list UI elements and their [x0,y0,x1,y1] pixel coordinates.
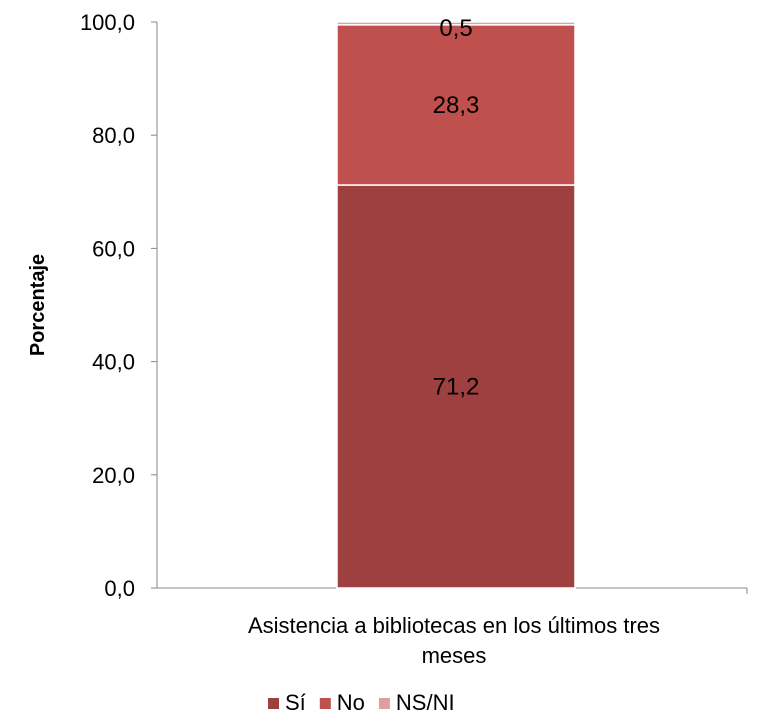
data-label: 0,5 [439,15,472,42]
bar-segment-0 [336,184,576,589]
y-tick-label: 40,0 [92,350,135,375]
axis-layer: 0,0 20,0 40,0 60,0 80,0 100,0 Porcentaje Asiste… [27,10,748,668]
y-tick-label: 100,0 [80,10,135,35]
legend-label: NS/NI [396,690,455,715]
legend: Sí No NS/NI [268,690,455,715]
bar-segment-1 [336,24,576,186]
legend-label: Sí [285,690,306,715]
y-tick-label: 20,0 [92,463,135,488]
data-label: 71,2 [433,374,480,401]
y-axis-label: Porcentaje [27,254,49,356]
legend-swatch [319,698,331,709]
bar-segment-2 [336,21,576,26]
category-label: meses [422,643,487,668]
category-label: Asistencia a bibliotecas en los últimos … [248,613,660,638]
y-tick-label: 80,0 [92,123,135,148]
legend-swatch [268,698,279,709]
legend-swatch [378,698,390,709]
data-label: 28,3 [433,92,480,119]
label-layer: 71,2 28,3 0,5 [433,15,480,401]
y-tick-label: 0,0 [104,576,135,601]
legend-label: No [337,690,365,715]
bar-layer [336,21,576,589]
y-tick-label: 60,0 [92,236,135,261]
